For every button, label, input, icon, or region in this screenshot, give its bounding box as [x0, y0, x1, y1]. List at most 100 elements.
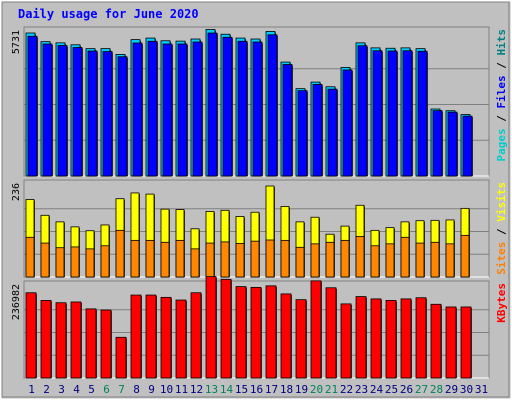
x-tick-label: 8: [133, 383, 140, 396]
bar: [115, 336, 127, 379]
x-tick-label: 5: [88, 383, 95, 396]
bar: [325, 287, 337, 379]
bar: [252, 41, 263, 177]
bar: [205, 242, 215, 278]
x-tick-label: 4: [73, 383, 80, 396]
x-tick-label: 25: [385, 383, 398, 396]
bar: [72, 47, 83, 177]
series-sites: [25, 229, 470, 278]
x-tick-label: 12: [190, 383, 203, 396]
bar: [342, 69, 353, 177]
x-tick-label: 3: [58, 383, 65, 396]
x-tick-label: 27: [415, 383, 428, 396]
panel-axis-title: Pages / Files / Hits: [495, 29, 508, 162]
panel-axis-title: Sites / Visits: [495, 182, 508, 275]
bar: [160, 241, 170, 278]
x-tick-label: 23: [355, 383, 368, 396]
bar: [340, 239, 350, 278]
bar: [460, 306, 472, 379]
bar: [192, 41, 203, 177]
bar: [447, 111, 458, 177]
panel-max-label: 236982: [11, 284, 22, 320]
bar: [432, 110, 443, 177]
bar: [372, 50, 383, 177]
x-tick-label: 17: [265, 383, 278, 396]
bar: [40, 242, 50, 278]
x-tick-label: 10: [160, 383, 173, 396]
x-axis-labels: 1 2 3 4 5 6 7 8 9 10 11 12 13 14 15 16 17 18 19 20 21 22 23 24 2…: [28, 383, 488, 396]
bar: [265, 239, 275, 278]
bar: [25, 236, 35, 278]
bar: [402, 50, 413, 177]
bar: [130, 239, 140, 278]
bar: [42, 43, 53, 177]
axis-title-part: /: [495, 222, 508, 242]
x-tick-label: 6: [103, 383, 110, 396]
axis-title-part: /: [495, 56, 508, 76]
bar: [70, 246, 80, 278]
bar: [237, 40, 248, 177]
bar: [145, 294, 157, 379]
bar: [417, 50, 428, 177]
bar: [280, 293, 292, 379]
x-tick-label: 16: [250, 383, 263, 396]
bar: [387, 50, 398, 177]
bar: [102, 51, 113, 177]
x-tick-label: 2: [43, 383, 50, 396]
panel-kbytes: 236982 KBytes: [11, 276, 508, 379]
bar: [355, 236, 365, 278]
bar: [327, 88, 338, 177]
chart-title: Daily usage for June 2020: [18, 7, 199, 21]
panel-max-label: 5731: [11, 30, 22, 54]
bar: [207, 32, 218, 177]
x-tick-label: 11: [175, 383, 188, 396]
bar: [430, 241, 440, 278]
bar: [370, 298, 382, 379]
bar: [132, 42, 143, 177]
bar: [55, 247, 65, 278]
bar: [175, 239, 185, 278]
axis-title-part: Pages: [495, 128, 508, 161]
bar: [282, 64, 293, 177]
axis-title-part: /: [495, 109, 508, 129]
bar: [177, 43, 188, 177]
x-tick-label: 24: [370, 383, 384, 396]
bar: [310, 280, 322, 379]
x-tick-label: 7: [118, 383, 125, 396]
bar: [280, 239, 290, 278]
x-tick-label: 26: [400, 383, 413, 396]
x-tick-label: 30: [460, 383, 473, 396]
bar: [265, 285, 277, 379]
series-files: [27, 32, 473, 177]
bar: [415, 242, 425, 278]
x-tick-label: 13: [205, 383, 218, 396]
axis-title-part: Files: [495, 75, 508, 108]
bar: [385, 300, 397, 379]
axis-title-part: Hits: [495, 29, 508, 56]
x-tick-label: 18: [280, 383, 293, 396]
x-tick-label: 29: [445, 383, 458, 396]
bar: [430, 303, 442, 379]
bar: [147, 40, 158, 177]
bar: [115, 229, 125, 278]
bar: [70, 301, 82, 379]
bar: [235, 286, 247, 379]
bar: [295, 299, 307, 379]
bar: [25, 292, 37, 379]
panel-visits: 236 Sites / Visits: [11, 179, 508, 278]
bar: [100, 309, 112, 379]
bar: [445, 306, 457, 379]
bar: [235, 243, 245, 278]
bar: [462, 115, 473, 177]
bar: [40, 300, 52, 379]
x-tick-label: 22: [340, 383, 353, 396]
bar: [85, 308, 97, 379]
bar: [220, 278, 232, 379]
bar: [357, 45, 368, 177]
axis-title-part: Visits: [495, 182, 508, 222]
bar: [370, 245, 380, 278]
bar: [162, 43, 173, 177]
bar: [27, 35, 38, 177]
x-tick-label: 15: [235, 383, 248, 396]
